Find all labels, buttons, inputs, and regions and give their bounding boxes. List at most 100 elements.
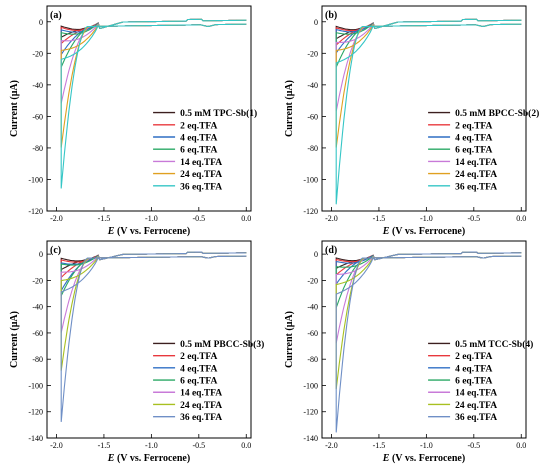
x-axis-label: E (V vs. Ferrocene) — [382, 453, 465, 464]
x-tick-label: 0.0 — [516, 441, 526, 450]
x-tick-label: -1.0 — [145, 441, 158, 450]
y-tick-label: -60 — [307, 329, 318, 338]
x-tick-label: -1.0 — [420, 214, 433, 223]
y-axis-label: Current (μA) — [284, 311, 295, 368]
y-axis-label: Current (μA) — [284, 80, 295, 137]
legend-label: 4 eq.TFA — [180, 364, 217, 374]
y-tick-label: -100 — [303, 175, 318, 184]
y-axis-label: Current (μA) — [9, 80, 20, 137]
x-tick-label: -1.5 — [373, 441, 386, 450]
y-tick-label: -100 — [28, 175, 43, 184]
legend-label: 6 eq.TFA — [455, 146, 492, 156]
chart-panel-2: -2.0 -1.5 -1.0 -0.5 0.0 0 -20 -40 -60 -80 -100 -120… — [284, 5, 539, 237]
series-line — [335, 18, 522, 205]
x-tick-label: -2.0 — [50, 441, 63, 450]
legend-label: 14 eq.TFA — [455, 389, 497, 399]
plot-frame — [46, 240, 252, 439]
legend-label: 36 eq.TFA — [455, 182, 497, 192]
y-tick-label: -20 — [307, 276, 318, 285]
plot-frame — [321, 240, 527, 439]
y-axis: 0 -20 -40 -60 -80 -100 -120 — [303, 18, 326, 216]
y-tick-label: -120 — [303, 207, 318, 216]
x-axis-label-symbol: E — [382, 226, 390, 237]
series-line — [60, 18, 247, 148]
legend: 0.5 mM PBCC-Sb(3) 2 eq.TFA 4 eq.TFA 6 eq.TF… — [153, 339, 264, 423]
y-tick-label: -40 — [32, 81, 43, 90]
x-tick-label: -2.0 — [325, 441, 338, 450]
legend-label: 14 eq.TFA — [180, 158, 222, 168]
legend: 0.5 mM TCC-Sb(4) 2 eq.TFA 4 eq.TFA 6 eq.TFA… — [428, 339, 533, 423]
plot-frame — [46, 5, 252, 212]
y-tick-label: -60 — [32, 112, 43, 121]
series-line — [60, 18, 247, 104]
legend-label: 4 eq.TFA — [455, 134, 492, 144]
plot-frame — [321, 5, 527, 212]
x-axis: -2.0 -1.5 -1.0 -0.5 0.0 — [325, 207, 526, 223]
series-line — [335, 18, 522, 112]
x-axis-label-symbol: E — [107, 226, 115, 237]
legend-label: 2 eq.TFA — [180, 352, 217, 362]
x-tick-label: -2.0 — [325, 214, 338, 223]
series-line — [335, 251, 522, 344]
legend-label: 0.5 mM TPC-Sb(1) — [180, 108, 257, 119]
x-tick-label: -1.0 — [420, 441, 433, 450]
series-group — [335, 18, 522, 205]
y-tick-label: -80 — [307, 355, 318, 364]
series-group — [60, 18, 247, 189]
legend-label: 4 eq.TFA — [180, 134, 217, 144]
y-axis: 0 -20 -40 -60 -80 -100 -120 -140 — [28, 250, 51, 443]
legend-label: 36 eq.TFA — [180, 413, 222, 423]
y-tick-label: -40 — [307, 81, 318, 90]
x-axis-label-text: (V vs. Ferrocene) — [389, 226, 465, 237]
y-tick-label: 0 — [39, 250, 43, 259]
legend-label: 0.5 mM BPCC-Sb(2) — [455, 108, 539, 119]
x-tick-label: -0.5 — [467, 214, 480, 223]
series-group — [60, 251, 247, 422]
y-tick-label: -20 — [32, 276, 43, 285]
legend-label: 6 eq.TFA — [180, 146, 217, 156]
series-line — [335, 251, 522, 433]
legend-label: 36 eq.TFA — [180, 182, 222, 192]
y-tick-label: -120 — [28, 207, 43, 216]
y-tick-label: -140 — [28, 434, 43, 443]
legend-label: 0.5 mM TCC-Sb(4) — [455, 339, 533, 350]
legend-label: 36 eq.TFA — [455, 413, 497, 423]
panel-label: (d) — [325, 245, 337, 256]
y-tick-label: -100 — [303, 381, 318, 390]
series-line — [60, 18, 247, 189]
legend-label: 14 eq.TFA — [455, 158, 497, 168]
x-tick-label: -1.5 — [98, 214, 111, 223]
x-axis-label: E (V vs. Ferrocene) — [382, 226, 465, 237]
legend-label: 2 eq.TFA — [455, 121, 492, 131]
x-axis-label: E (V vs. Ferrocene) — [107, 226, 190, 237]
x-axis-label-symbol: E — [382, 453, 390, 464]
chart-panel-1: -2.0 -1.5 -1.0 -0.5 0.0 0 -20 -40 -60 -80 -100 -120… — [9, 5, 257, 237]
y-tick-label: -60 — [307, 112, 318, 121]
x-axis: -2.0 -1.5 -1.0 -0.5 0.0 — [325, 434, 526, 450]
legend-label: 24 eq.TFA — [180, 170, 222, 180]
chart-panel-4: -2.0 -1.5 -1.0 -0.5 0.0 0 -20 -40 -60 -80 -100 -120… — [284, 240, 533, 464]
x-axis-label-symbol: E — [107, 453, 115, 464]
y-tick-label: -80 — [32, 144, 43, 153]
chart-panel-3: -2.0 -1.5 -1.0 -0.5 0.0 0 -20 -40 -60 -80 -100 -120… — [9, 240, 264, 464]
x-tick-label: 0.0 — [241, 441, 251, 450]
x-tick-label: -1.0 — [145, 214, 158, 223]
legend-label: 2 eq.TFA — [455, 352, 492, 362]
y-axis-label: Current (μA) — [9, 311, 20, 368]
series-line — [335, 251, 522, 276]
y-tick-label: -120 — [28, 408, 43, 417]
y-axis: 0 -20 -40 -60 -80 -100 -120 -140 — [303, 250, 326, 443]
y-tick-label: -20 — [307, 49, 318, 58]
panel-label: (a) — [50, 10, 62, 21]
y-tick-label: -80 — [32, 355, 43, 364]
y-tick-label: 0 — [314, 250, 318, 259]
legend-label: 24 eq.TFA — [455, 170, 497, 180]
y-tick-label: -60 — [32, 329, 43, 338]
panel-label: (c) — [50, 245, 61, 256]
x-tick-label: -0.5 — [192, 214, 205, 223]
legend-label: 4 eq.TFA — [455, 364, 492, 374]
series-group — [335, 251, 522, 433]
x-axis-label-text: (V vs. Ferrocene) — [114, 226, 190, 237]
series-line — [60, 251, 247, 333]
